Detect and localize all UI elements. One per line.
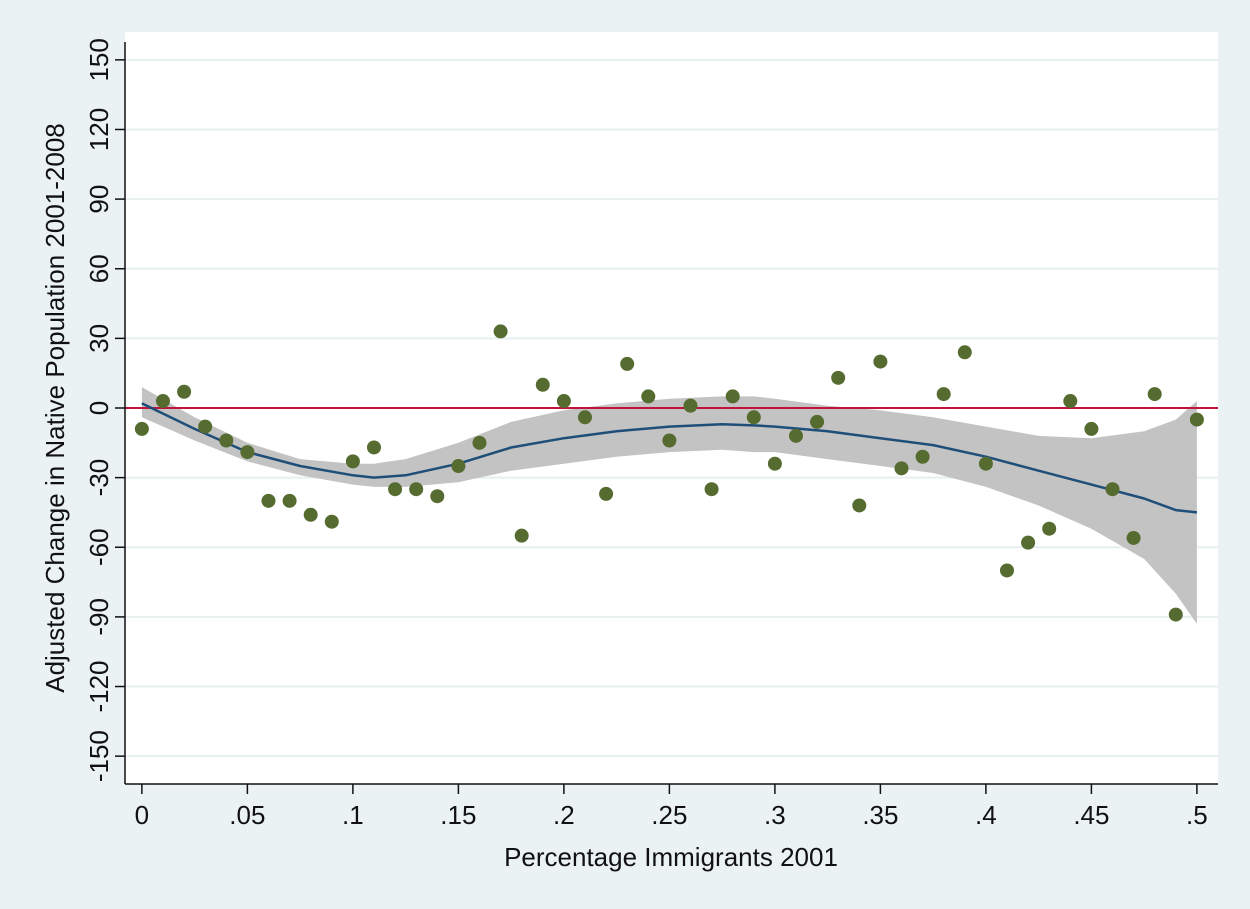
data-point	[324, 514, 339, 529]
y-tick-label: -60	[84, 528, 114, 566]
data-point	[683, 398, 698, 413]
data-point	[1042, 521, 1057, 536]
data-point	[472, 435, 487, 450]
data-point	[430, 489, 445, 504]
data-point	[177, 384, 192, 399]
x-tick-label: .45	[1073, 800, 1109, 830]
data-point	[514, 528, 529, 543]
data-point	[1021, 535, 1036, 550]
y-tick-label: -30	[84, 459, 114, 497]
data-point	[345, 454, 360, 469]
y-tick-label: 120	[84, 108, 114, 151]
data-point	[1126, 530, 1141, 545]
data-point	[493, 324, 508, 339]
data-point	[641, 389, 656, 404]
data-point	[219, 433, 234, 448]
data-point	[915, 449, 930, 464]
data-point	[535, 377, 550, 392]
data-point	[725, 389, 740, 404]
y-tick-labels: -150 -120 -90 -60 -30 0 30 60 90 120 150	[84, 38, 114, 782]
x-tick-label: .15	[440, 800, 476, 830]
x-tick-label: .05	[229, 800, 265, 830]
data-point	[282, 493, 297, 508]
data-point	[894, 461, 909, 476]
data-point	[366, 440, 381, 455]
data-point	[662, 433, 677, 448]
data-point	[240, 445, 255, 460]
data-point	[409, 482, 424, 497]
x-tick-label: .25	[651, 800, 687, 830]
data-point	[1105, 482, 1120, 497]
data-point	[978, 456, 993, 471]
data-point	[704, 482, 719, 497]
x-tick-label: .1	[342, 800, 364, 830]
y-tick-label: 60	[84, 254, 114, 283]
data-points	[134, 324, 1204, 622]
gridlines	[125, 58, 1218, 758]
x-axis-title: Percentage Immigrants 2001	[504, 842, 838, 872]
y-tick-label: 90	[84, 185, 114, 214]
data-point	[873, 354, 888, 369]
x-tick-label: .5	[1186, 800, 1208, 830]
y-tick-label: 0	[84, 401, 114, 415]
data-point	[303, 507, 318, 522]
data-point	[1147, 387, 1162, 402]
data-point	[936, 387, 951, 402]
data-point	[1189, 412, 1204, 427]
data-point	[556, 394, 571, 409]
data-point	[388, 482, 403, 497]
y-tick-label: -90	[84, 598, 114, 636]
axes	[115, 42, 1218, 794]
data-point	[831, 370, 846, 385]
data-point	[1168, 607, 1183, 622]
x-tick-label: .4	[975, 800, 997, 830]
data-point	[999, 563, 1014, 578]
y-tick-label: 150	[84, 38, 114, 81]
data-point	[134, 421, 149, 436]
data-point	[1084, 421, 1099, 436]
x-tick-label: .2	[553, 800, 575, 830]
data-point	[599, 486, 614, 501]
data-point	[451, 459, 466, 474]
y-tick-label: 30	[84, 324, 114, 353]
data-point	[957, 345, 972, 360]
data-point	[1063, 394, 1078, 409]
y-tick-label: -150	[84, 730, 114, 782]
data-point	[577, 410, 592, 425]
x-tick-labels: 0 .05 .1 .15 .2 .25 .3 .35 .4 .45 .5	[135, 800, 1208, 830]
data-point	[261, 493, 276, 508]
data-point	[810, 414, 825, 429]
data-point	[767, 456, 782, 471]
y-axis-title: Adjusted Change in Native Population 200…	[40, 123, 70, 693]
data-point	[155, 394, 170, 409]
x-tick-label: 0	[135, 800, 149, 830]
fit-line-path	[141, 402, 1198, 514]
x-tick-label: .35	[862, 800, 898, 830]
data-point	[746, 410, 761, 425]
data-point	[620, 356, 635, 371]
data-point	[852, 498, 867, 513]
data-point	[788, 428, 803, 443]
data-point	[198, 419, 213, 434]
y-tick-label: -120	[84, 660, 114, 712]
x-tick-label: .3	[764, 800, 786, 830]
fit-line	[141, 402, 1198, 514]
